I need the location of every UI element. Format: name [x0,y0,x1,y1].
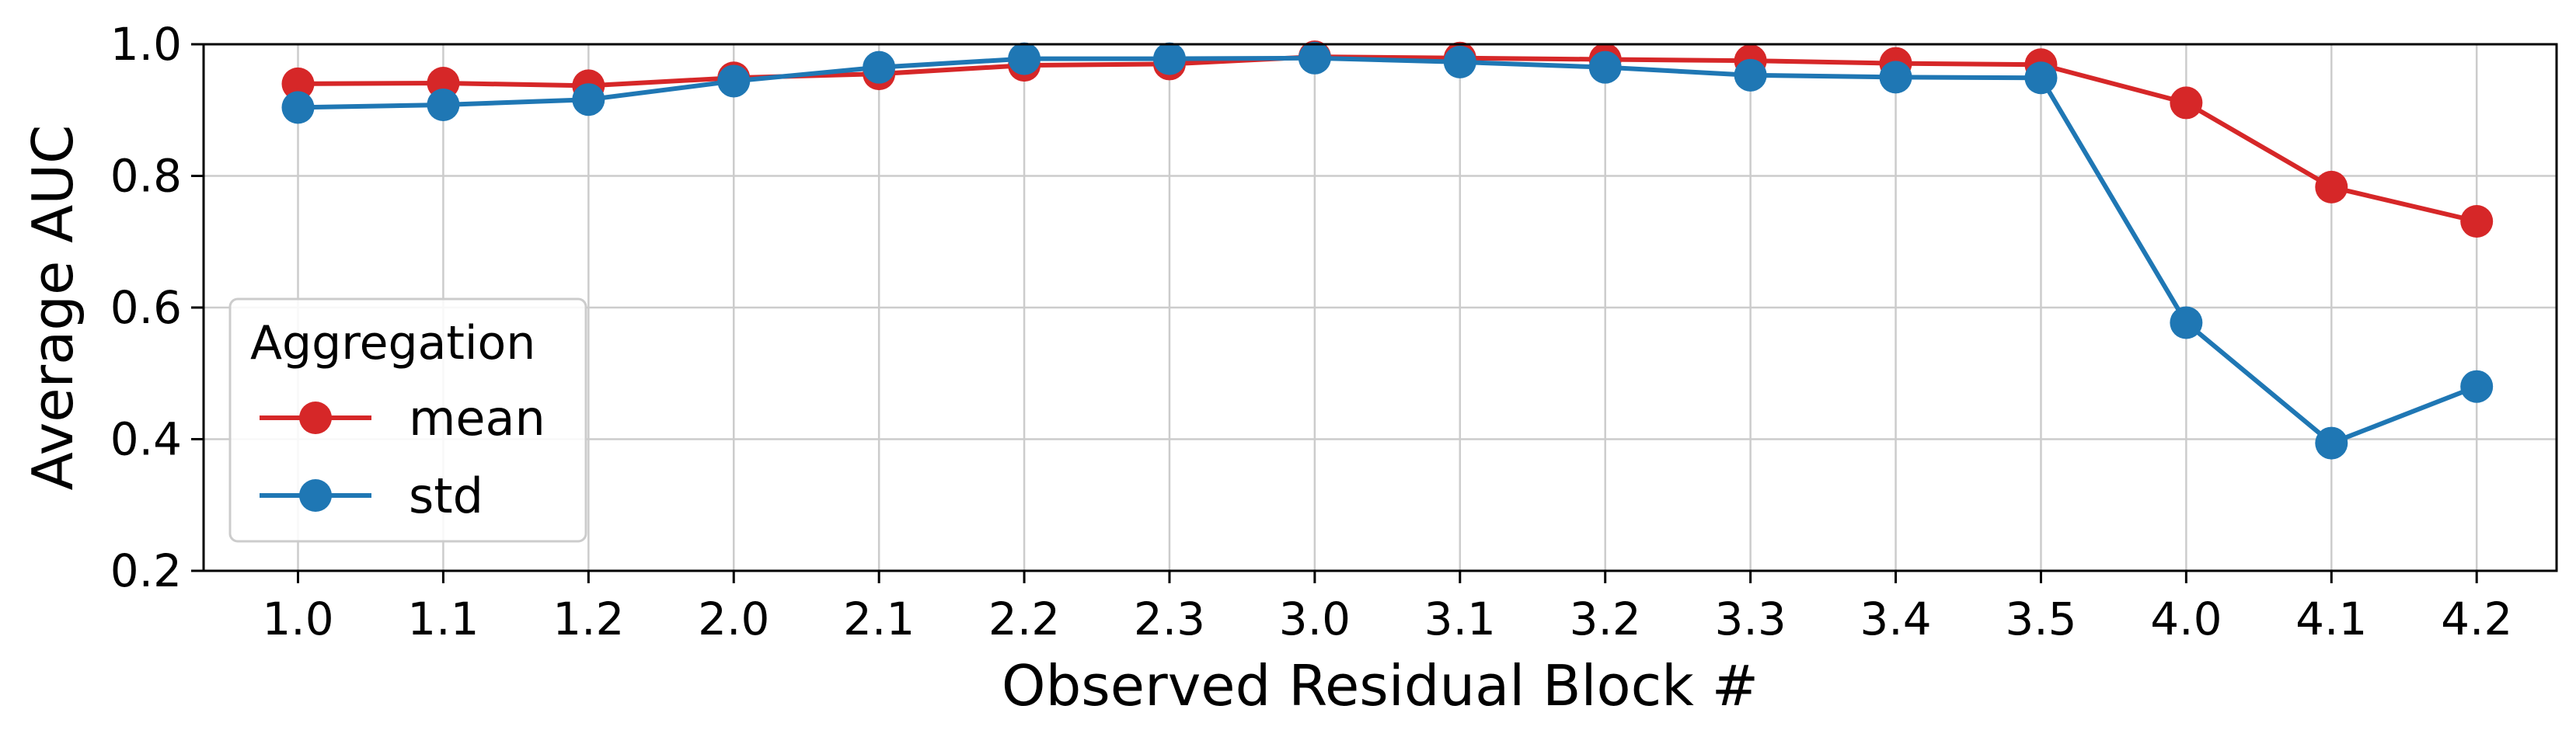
data-point-mean [2315,170,2348,203]
legend-label-mean: mean [409,390,546,447]
x-tick-label: 2.1 [843,593,915,645]
data-point-std [1298,41,1331,75]
x-tick-label: 1.0 [262,593,333,645]
x-tick-label: 1.2 [552,593,624,645]
x-tick-label: 2.3 [1134,593,1205,645]
data-point-std [1152,42,1186,75]
data-point-mean [2170,86,2203,120]
x-axis-title: Observed Residual Block # [1002,653,1759,718]
x-tick-label: 2.2 [988,593,1060,645]
y-tick-label: 0.4 [110,413,182,466]
legend-marker-mean [299,402,332,434]
data-point-std [2024,61,2058,95]
data-point-std [1443,45,1476,78]
x-tick-label: 3.3 [1715,593,1786,645]
y-axis-title: Average AUC [20,125,85,491]
axis-ticks: 1.0 1.1 1.2 2.0 2.1 2.2 2.3 3.0 3.1 3.2 3.3 3.4 3.5 4… [110,18,2513,645]
legend-label-std: std [409,468,483,524]
data-point-std [1879,61,1912,94]
x-tick-label: 4.1 [2295,593,2367,645]
series-std [281,41,2494,460]
legend: Aggregation mean std [228,297,587,543]
data-point-std [2460,370,2494,403]
legend-items: mean std [260,390,546,524]
y-tick-label: 1.0 [110,18,182,71]
data-point-std [2315,426,2348,460]
data-point-std [2170,306,2203,339]
data-point-std [717,64,751,98]
legend-item-std: std [260,468,483,524]
legend-item-mean: mean [260,390,546,447]
data-point-mean [2460,204,2494,238]
data-point-std [572,83,605,116]
data-point-std [1588,50,1622,84]
data-point-std [281,91,315,124]
series-layer [281,40,2494,460]
series-line-mean [298,54,2477,224]
data-point-std [1734,58,1767,92]
data-point-std [863,50,896,84]
x-tick-label: 4.2 [2441,593,2512,645]
y-tick-label: 0.2 [110,544,182,597]
x-tick-label: 1.1 [407,593,479,645]
legend-marker-std [299,479,332,512]
data-point-std [427,88,460,121]
legend-title: Aggregation [250,316,535,370]
x-tick-label: 3.1 [1424,593,1496,645]
x-tick-label: 2.0 [698,593,769,645]
x-tick-label: 3.2 [1570,593,1641,645]
x-tick-label: 4.0 [2150,593,2222,645]
x-tick-label: 3.5 [2005,593,2076,645]
data-point-mean [281,67,315,100]
y-tick-label: 0.6 [110,281,182,334]
y-tick-label: 0.8 [110,150,182,203]
data-point-std [1008,42,1041,75]
x-tick-label: 3.0 [1279,593,1351,645]
x-tick-label: 3.4 [1860,593,1931,645]
series-line-std [298,55,2478,446]
